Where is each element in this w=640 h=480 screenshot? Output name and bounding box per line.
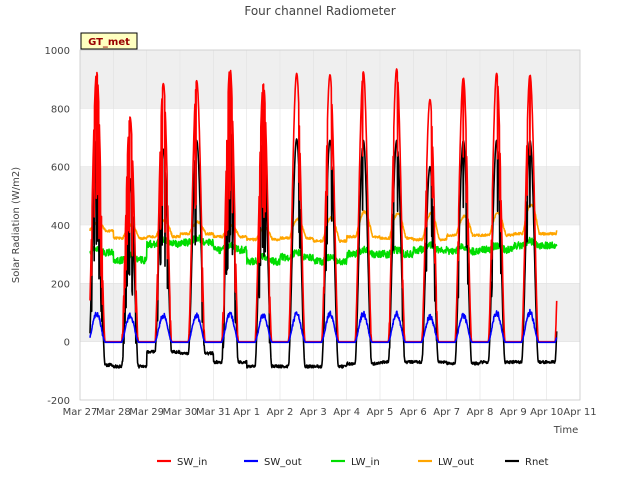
badge-box — [80, 32, 138, 50]
x-tick-label: Apr 4 — [333, 407, 360, 418]
series-lines — [79, 49, 581, 401]
legend-label: SW_out — [264, 457, 302, 468]
y-axis-label: Solar Radiation (W/m2) — [11, 167, 22, 283]
y-tick-label: 400 — [51, 221, 70, 232]
badge-text: GT_met — [88, 37, 130, 48]
x-tick-label: Mar 31 — [196, 407, 231, 418]
plot-frame — [79, 49, 581, 401]
legend: SW_in SW_out LW_in LW_out Rnet — [157, 457, 548, 468]
site-badge: GT_met — [80, 32, 138, 50]
y-tick-label: -200 — [47, 396, 70, 407]
x-axis-label: Time — [553, 425, 578, 436]
x-tick-label: Mar 28 — [96, 407, 131, 418]
x-tick-label: Apr 2 — [267, 407, 294, 418]
legend-label: LW_out — [438, 457, 474, 468]
x-tick-label: Apr 3 — [300, 407, 327, 418]
x-tick-label: Apr 5 — [367, 407, 394, 418]
x-tick-label: Apr 9 — [500, 407, 527, 418]
x-tick-label: Apr 6 — [400, 407, 427, 418]
x-tick-label: Apr 1 — [233, 407, 260, 418]
series-line-sw-out — [89, 308, 558, 344]
y-tick-label: 800 — [51, 104, 70, 115]
y-tick-label: 200 — [51, 279, 70, 290]
legend-label: SW_in — [177, 457, 207, 468]
x-tick-label: Apr 10 — [530, 407, 563, 418]
y-tick-label: 1000 — [45, 46, 70, 57]
chart-title: Four channel Radiometer — [244, 4, 395, 18]
legend-label: LW_in — [351, 457, 380, 468]
x-tick-label: Mar 27 — [63, 407, 98, 418]
x-tick-label: Apr 8 — [467, 407, 494, 418]
x-tick-label: Mar 30 — [163, 407, 198, 418]
x-tick-label: Apr 11 — [563, 407, 596, 418]
x-tick-label: Mar 29 — [129, 407, 164, 418]
x-tick-label: Apr 7 — [433, 407, 460, 418]
y-tick-label: 600 — [51, 163, 70, 174]
y-tick-label: 0 — [64, 338, 70, 349]
legend-label: Rnet — [525, 457, 548, 468]
plot-band — [80, 166, 580, 225]
